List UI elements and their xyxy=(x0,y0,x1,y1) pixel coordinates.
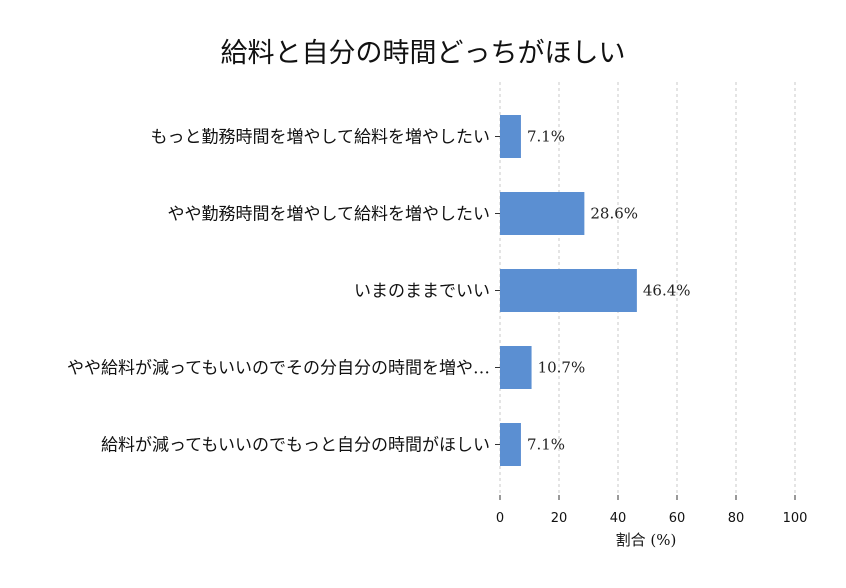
category-label: やや給料が減ってもいいのでその分自分の時間を増や… xyxy=(67,359,490,379)
value-label: 46.4% xyxy=(643,282,691,300)
x-axis: 0 20 40 60 80 100 xyxy=(495,136,808,526)
bar xyxy=(500,269,637,312)
x-tick-label: 60 xyxy=(669,511,686,526)
x-tick-label: 100 xyxy=(783,511,808,526)
x-tick-label: 20 xyxy=(551,511,568,526)
category-label: 給料が減ってもいいのでもっと自分の時間がほしい xyxy=(101,436,490,456)
x-tick-label: 80 xyxy=(728,511,745,526)
x-axis-label: 割合 (%) xyxy=(616,531,677,549)
category-label: やや勤務時間を増やして給料を増やしたい xyxy=(168,205,491,225)
category-label: もっと勤務時間を増やして給料を増やしたい xyxy=(151,128,491,148)
bars: もっと勤務時間を増やして給料を増やしたい 7.1% やや勤務時間を増やして給料を増や… xyxy=(67,115,691,466)
bar xyxy=(500,346,532,389)
x-tick-label: 0 xyxy=(496,511,504,526)
x-tick-label: 40 xyxy=(610,511,627,526)
bar xyxy=(500,115,521,158)
value-label: 7.1% xyxy=(527,436,565,454)
chart-title: 給料と自分の時間どっちがほしい xyxy=(221,38,626,69)
value-label: 7.1% xyxy=(527,128,565,146)
bar xyxy=(500,192,585,235)
category-label: いまのままでいい xyxy=(354,282,490,302)
value-label: 10.7% xyxy=(538,359,586,377)
bar xyxy=(500,423,521,466)
value-label: 28.6% xyxy=(590,205,638,223)
